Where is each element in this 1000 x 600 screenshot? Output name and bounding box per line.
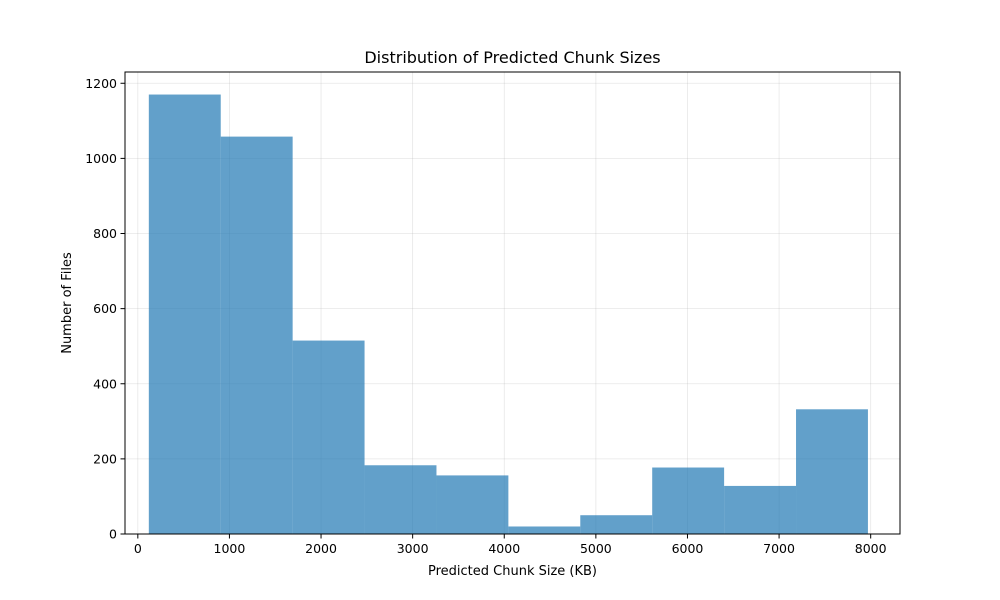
y-axis-label: Number of Files	[60, 252, 75, 354]
x-tick-label: 0	[134, 541, 142, 556]
histogram-bar	[508, 526, 581, 534]
x-tick-label: 2000	[305, 541, 337, 556]
y-tick-label: 800	[93, 226, 117, 241]
plot-frame	[124, 71, 901, 535]
ticks-layer: 0 1000 2000 3000 4000 5000 6000 7000 8000 0 200 400…	[85, 76, 886, 556]
histogram-bar	[652, 467, 725, 534]
x-tick-label: 8000	[855, 541, 887, 556]
histogram-bar	[148, 94, 221, 534]
y-tick-label: 0	[109, 527, 117, 542]
histogram-bar	[436, 475, 509, 534]
x-tick-label: 4000	[488, 541, 520, 556]
histogram-bar	[220, 136, 293, 535]
histogram-bar	[292, 340, 365, 534]
x-axis-label: Predicted Chunk Size (KB)	[428, 564, 597, 579]
y-tick-label: 1200	[85, 76, 117, 91]
y-tick-label: 600	[93, 301, 117, 316]
y-tick-label: 400	[93, 376, 117, 391]
histogram-bar	[724, 485, 797, 534]
x-tick-label: 1000	[214, 541, 246, 556]
bars-layer	[148, 94, 868, 535]
x-tick-label: 3000	[397, 541, 429, 556]
x-tick-label: 5000	[580, 541, 612, 556]
histogram-bar	[580, 515, 653, 534]
y-tick-label: 1000	[85, 151, 117, 166]
x-tick-label: 6000	[672, 541, 704, 556]
histogram-bar	[796, 409, 868, 534]
y-tick-label: 200	[93, 451, 117, 466]
histogram-bar	[364, 465, 437, 534]
chart-title: Distribution of Predicted Chunk Sizes	[364, 48, 660, 67]
x-tick-label: 7000	[763, 541, 795, 556]
